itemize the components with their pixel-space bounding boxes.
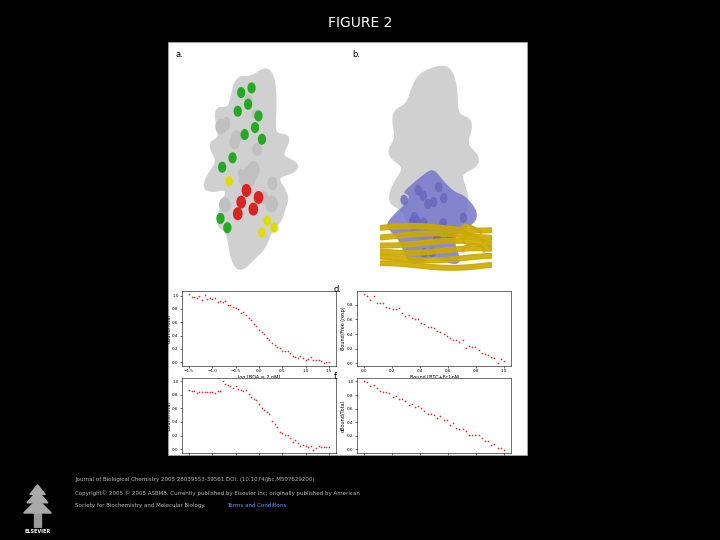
Bar: [35, 512, 41, 527]
Polygon shape: [24, 499, 51, 513]
Circle shape: [248, 177, 255, 186]
Circle shape: [428, 247, 436, 258]
Circle shape: [424, 199, 432, 209]
Circle shape: [420, 217, 428, 227]
Text: Terms and Conditions: Terms and Conditions: [227, 503, 287, 508]
Polygon shape: [204, 69, 298, 270]
Circle shape: [233, 207, 243, 220]
Circle shape: [409, 217, 416, 227]
Text: b.: b.: [352, 50, 360, 59]
Circle shape: [233, 106, 242, 117]
Y-axis label: dBound/Total: dBound/Total: [341, 400, 346, 431]
Circle shape: [216, 213, 225, 224]
Text: e.: e.: [159, 372, 167, 381]
Y-axis label: Bound/Free (resp): Bound/Free (resp): [341, 307, 346, 350]
Y-axis label: Bound/Total: Bound/Total: [166, 314, 171, 343]
Circle shape: [410, 212, 418, 222]
Circle shape: [229, 136, 240, 150]
Text: ELSEVIER: ELSEVIER: [24, 529, 50, 534]
Circle shape: [247, 161, 260, 178]
Circle shape: [270, 222, 278, 233]
Text: a.: a.: [176, 50, 184, 59]
Circle shape: [440, 193, 448, 203]
Circle shape: [239, 173, 249, 187]
Circle shape: [236, 195, 246, 208]
Circle shape: [245, 94, 253, 105]
Circle shape: [254, 110, 263, 122]
Polygon shape: [27, 491, 48, 503]
Circle shape: [420, 191, 427, 201]
Text: Journal of Biological Chemistry 2005 28039553-39561 DOI: (10.1074/jbc.M507629200: Journal of Biological Chemistry 2005 280…: [75, 477, 315, 482]
Circle shape: [228, 152, 237, 164]
Text: Copyright© 2005 © 2005 ASBMB. Currently published by Elsevier Inc; originally pu: Copyright© 2005 © 2005 ASBMB. Currently …: [75, 490, 360, 496]
Circle shape: [232, 130, 242, 144]
Circle shape: [435, 182, 443, 192]
Circle shape: [439, 218, 447, 228]
Circle shape: [248, 202, 258, 215]
Circle shape: [258, 133, 266, 145]
Circle shape: [410, 219, 417, 230]
Circle shape: [237, 87, 246, 98]
Circle shape: [248, 82, 256, 93]
Circle shape: [420, 248, 428, 258]
Circle shape: [400, 195, 408, 205]
Circle shape: [264, 215, 271, 226]
Y-axis label: Bound/Total: Bound/Total: [166, 401, 171, 430]
Circle shape: [433, 232, 441, 242]
Circle shape: [219, 197, 230, 213]
Circle shape: [259, 191, 269, 204]
Polygon shape: [30, 485, 45, 495]
Circle shape: [215, 119, 227, 134]
Circle shape: [251, 122, 259, 133]
X-axis label: 2NH [BML1] 2005: 2NH [BML1] 2005: [413, 462, 456, 467]
Circle shape: [267, 177, 277, 190]
X-axis label: log [BDA = 2 nM]: log [BDA = 2 nM]: [238, 375, 280, 380]
Circle shape: [223, 117, 230, 125]
Circle shape: [238, 169, 244, 178]
Circle shape: [266, 195, 278, 212]
Circle shape: [244, 99, 252, 110]
Circle shape: [413, 215, 420, 226]
Text: d.: d.: [334, 285, 342, 294]
Circle shape: [459, 213, 467, 223]
Circle shape: [251, 109, 258, 119]
Polygon shape: [389, 66, 479, 244]
X-axis label: Bound [BTC+Fc] pM: Bound [BTC+Fc] pM: [410, 375, 459, 380]
Text: c.: c.: [159, 285, 166, 294]
Text: Society for Biochemistry and Molecular Biology.: Society for Biochemistry and Molecular B…: [75, 503, 207, 508]
Circle shape: [252, 143, 262, 156]
X-axis label: Tris [BTC+7 nM]: Tris [BTC+7 nM]: [240, 462, 279, 467]
Circle shape: [414, 185, 422, 195]
Circle shape: [240, 129, 249, 140]
Circle shape: [241, 184, 251, 197]
Circle shape: [218, 161, 226, 173]
Circle shape: [222, 119, 230, 131]
Text: f.: f.: [334, 372, 339, 381]
Circle shape: [243, 165, 257, 183]
Circle shape: [446, 230, 454, 240]
Circle shape: [258, 227, 266, 238]
Bar: [168, 42, 527, 455]
Circle shape: [223, 222, 232, 233]
Circle shape: [253, 191, 264, 204]
Circle shape: [225, 176, 233, 186]
Circle shape: [430, 197, 437, 207]
Text: FIGURE 2: FIGURE 2: [328, 16, 392, 30]
Polygon shape: [387, 170, 477, 264]
